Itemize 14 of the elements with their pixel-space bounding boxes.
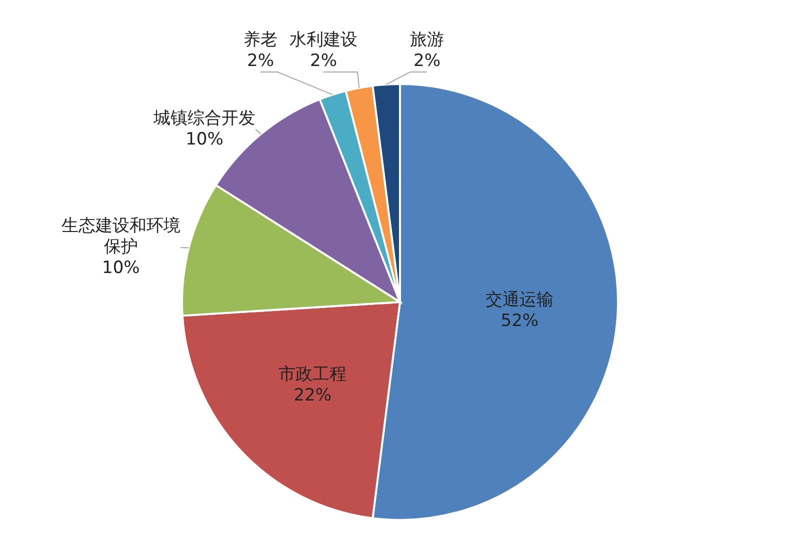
slice-label: 旅游 bbox=[410, 30, 444, 50]
slice-label: 生态建设和环境保护 bbox=[61, 216, 180, 258]
data-label: 52% bbox=[500, 311, 539, 332]
slice-label: 交通运输 bbox=[486, 290, 554, 310]
data-label: 10% bbox=[102, 258, 140, 278]
slice-label: 水利建设 bbox=[290, 30, 358, 50]
slice-label: 城镇综合开发 bbox=[152, 108, 256, 128]
data-label: 2% bbox=[414, 51, 440, 71]
data-label: 2% bbox=[310, 51, 338, 71]
slice-label: 市政工程 bbox=[278, 364, 347, 385]
slice-label: 养老 bbox=[244, 30, 278, 50]
data-label: 2% bbox=[247, 51, 274, 71]
data-label: 10% bbox=[186, 129, 224, 150]
data-label: 22% bbox=[294, 386, 332, 406]
